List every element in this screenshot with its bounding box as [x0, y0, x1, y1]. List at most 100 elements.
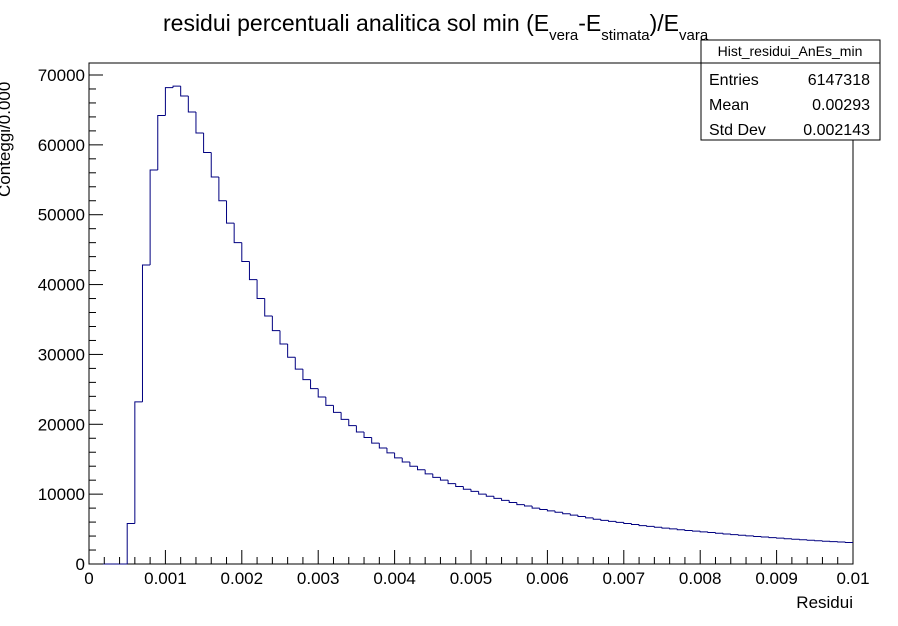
histogram-bin	[684, 529, 693, 531]
histogram-bin	[271, 316, 280, 332]
histogram-bin	[615, 521, 624, 523]
stats-value-stddev: 0.002143	[803, 122, 870, 139]
histogram-bin	[737, 534, 747, 536]
histogram-bin	[439, 477, 449, 481]
histogram-bin	[791, 538, 800, 540]
stats-label-stddev: Std Dev	[709, 122, 766, 139]
histogram-bin	[493, 496, 502, 499]
x-tick-label: 0.01	[836, 569, 869, 588]
histogram-bin	[302, 369, 311, 381]
histogram-bin	[149, 169, 158, 266]
histogram-bin	[608, 520, 617, 522]
histogram-bin	[432, 473, 441, 478]
histogram-bin	[378, 443, 387, 449]
stats-title: Hist_residui_AnEs_min	[718, 43, 863, 59]
histogram-bin	[172, 85, 181, 88]
histogram-bin	[776, 537, 785, 539]
x-tick-label: 0.008	[679, 569, 722, 588]
histogram-bin	[226, 200, 235, 224]
histogram-bin	[692, 530, 701, 532]
histogram-bin	[371, 437, 380, 444]
x-tick-label: 0.006	[526, 569, 569, 588]
histogram-bin	[699, 531, 708, 533]
x-tick-label: 0.002	[221, 569, 264, 588]
histogram-bin	[210, 152, 219, 178]
histogram-bin	[577, 515, 586, 517]
histogram-bin	[187, 95, 196, 113]
y-tick-label: 30000	[38, 345, 85, 364]
histogram-bin	[141, 264, 151, 402]
histogram-bin	[264, 298, 273, 317]
histogram-bin	[661, 527, 670, 529]
histogram-bin	[424, 469, 433, 475]
y-tick-label: 70000	[38, 66, 85, 85]
y-tick-label: 50000	[38, 206, 85, 225]
histogram-bin	[638, 524, 647, 527]
histogram-bin	[653, 526, 662, 528]
chart-title: residui percentuali analitica sol min (E…	[163, 10, 709, 44]
x-axis: 0 0.001 0.002 0.003 0.004 0.005 0.006 0.007 0.00…	[84, 550, 870, 588]
histogram-bin	[485, 494, 494, 497]
histogram-bin	[669, 528, 678, 530]
histogram-bin	[310, 379, 319, 390]
histogram-bin	[340, 412, 349, 420]
histogram-bin	[348, 419, 357, 427]
stats-label-mean: Mean	[709, 97, 749, 114]
y-tick-label: 10000	[38, 485, 85, 504]
histogram-bin	[508, 500, 517, 504]
histogram-bin	[401, 457, 410, 463]
histogram-bin	[164, 87, 174, 116]
x-tick-label: 0.009	[755, 569, 798, 588]
y-tick-label: 40000	[38, 276, 85, 295]
histogram-bin	[417, 466, 426, 471]
x-tick-label: 0.003	[297, 569, 340, 588]
histogram-bin	[233, 223, 242, 244]
stats-box: Hist_residui_AnEs_min Entries 6147318 Me…	[700, 39, 881, 141]
histogram-bin	[157, 115, 166, 171]
histogram-bin	[646, 525, 655, 527]
y-tick-label: 60000	[38, 136, 85, 155]
title-prefix: residui percentuali analitica sol min (E	[163, 10, 549, 36]
histogram-bin	[722, 533, 731, 535]
histogram-bin	[256, 279, 265, 300]
histogram-bin	[562, 512, 571, 515]
title-mid2: )/E	[650, 10, 679, 36]
histogram-bin	[409, 462, 418, 467]
histogram-bin	[126, 522, 135, 564]
x-tick-label: 0.001	[144, 569, 187, 588]
title-mid1: -E	[578, 10, 601, 36]
histogram-bin	[325, 397, 334, 406]
x-tick-label: 0	[84, 569, 93, 588]
histogram-bin	[332, 405, 342, 413]
histogram-bin	[355, 425, 365, 433]
histogram-bin	[714, 532, 724, 534]
histogram-bin	[241, 242, 250, 263]
histogram-bin	[768, 537, 777, 539]
x-axis-title: Residui	[796, 593, 853, 612]
histogram-bin	[195, 112, 204, 134]
x-tick-label: 0.005	[450, 569, 493, 588]
y-tick-label: 20000	[38, 415, 85, 434]
histogram-bin	[585, 516, 594, 519]
histogram-bars	[89, 85, 853, 565]
y-tick-label: 0	[76, 555, 85, 574]
histogram-bin	[676, 528, 685, 531]
histogram-bin	[623, 522, 632, 524]
histogram-bin	[753, 535, 762, 537]
histogram-bin	[554, 510, 563, 513]
histogram-bin	[462, 486, 471, 490]
stats-value-mean: 0.00293	[812, 97, 870, 114]
histogram-bin	[394, 452, 403, 459]
histogram-bin	[294, 357, 303, 370]
histogram-bin	[546, 509, 556, 512]
histogram-bin	[134, 401, 143, 524]
histogram-bin	[363, 431, 372, 439]
histogram-bin	[218, 176, 227, 202]
y-axis: 0 10000 20000 30000 40000 50000 60000 70000	[38, 66, 103, 574]
histogram-bin	[180, 86, 189, 97]
histogram-bin	[630, 523, 640, 526]
histogram-bin	[501, 498, 510, 501]
histogram-bin	[478, 491, 487, 495]
histogram-bin	[447, 480, 456, 485]
